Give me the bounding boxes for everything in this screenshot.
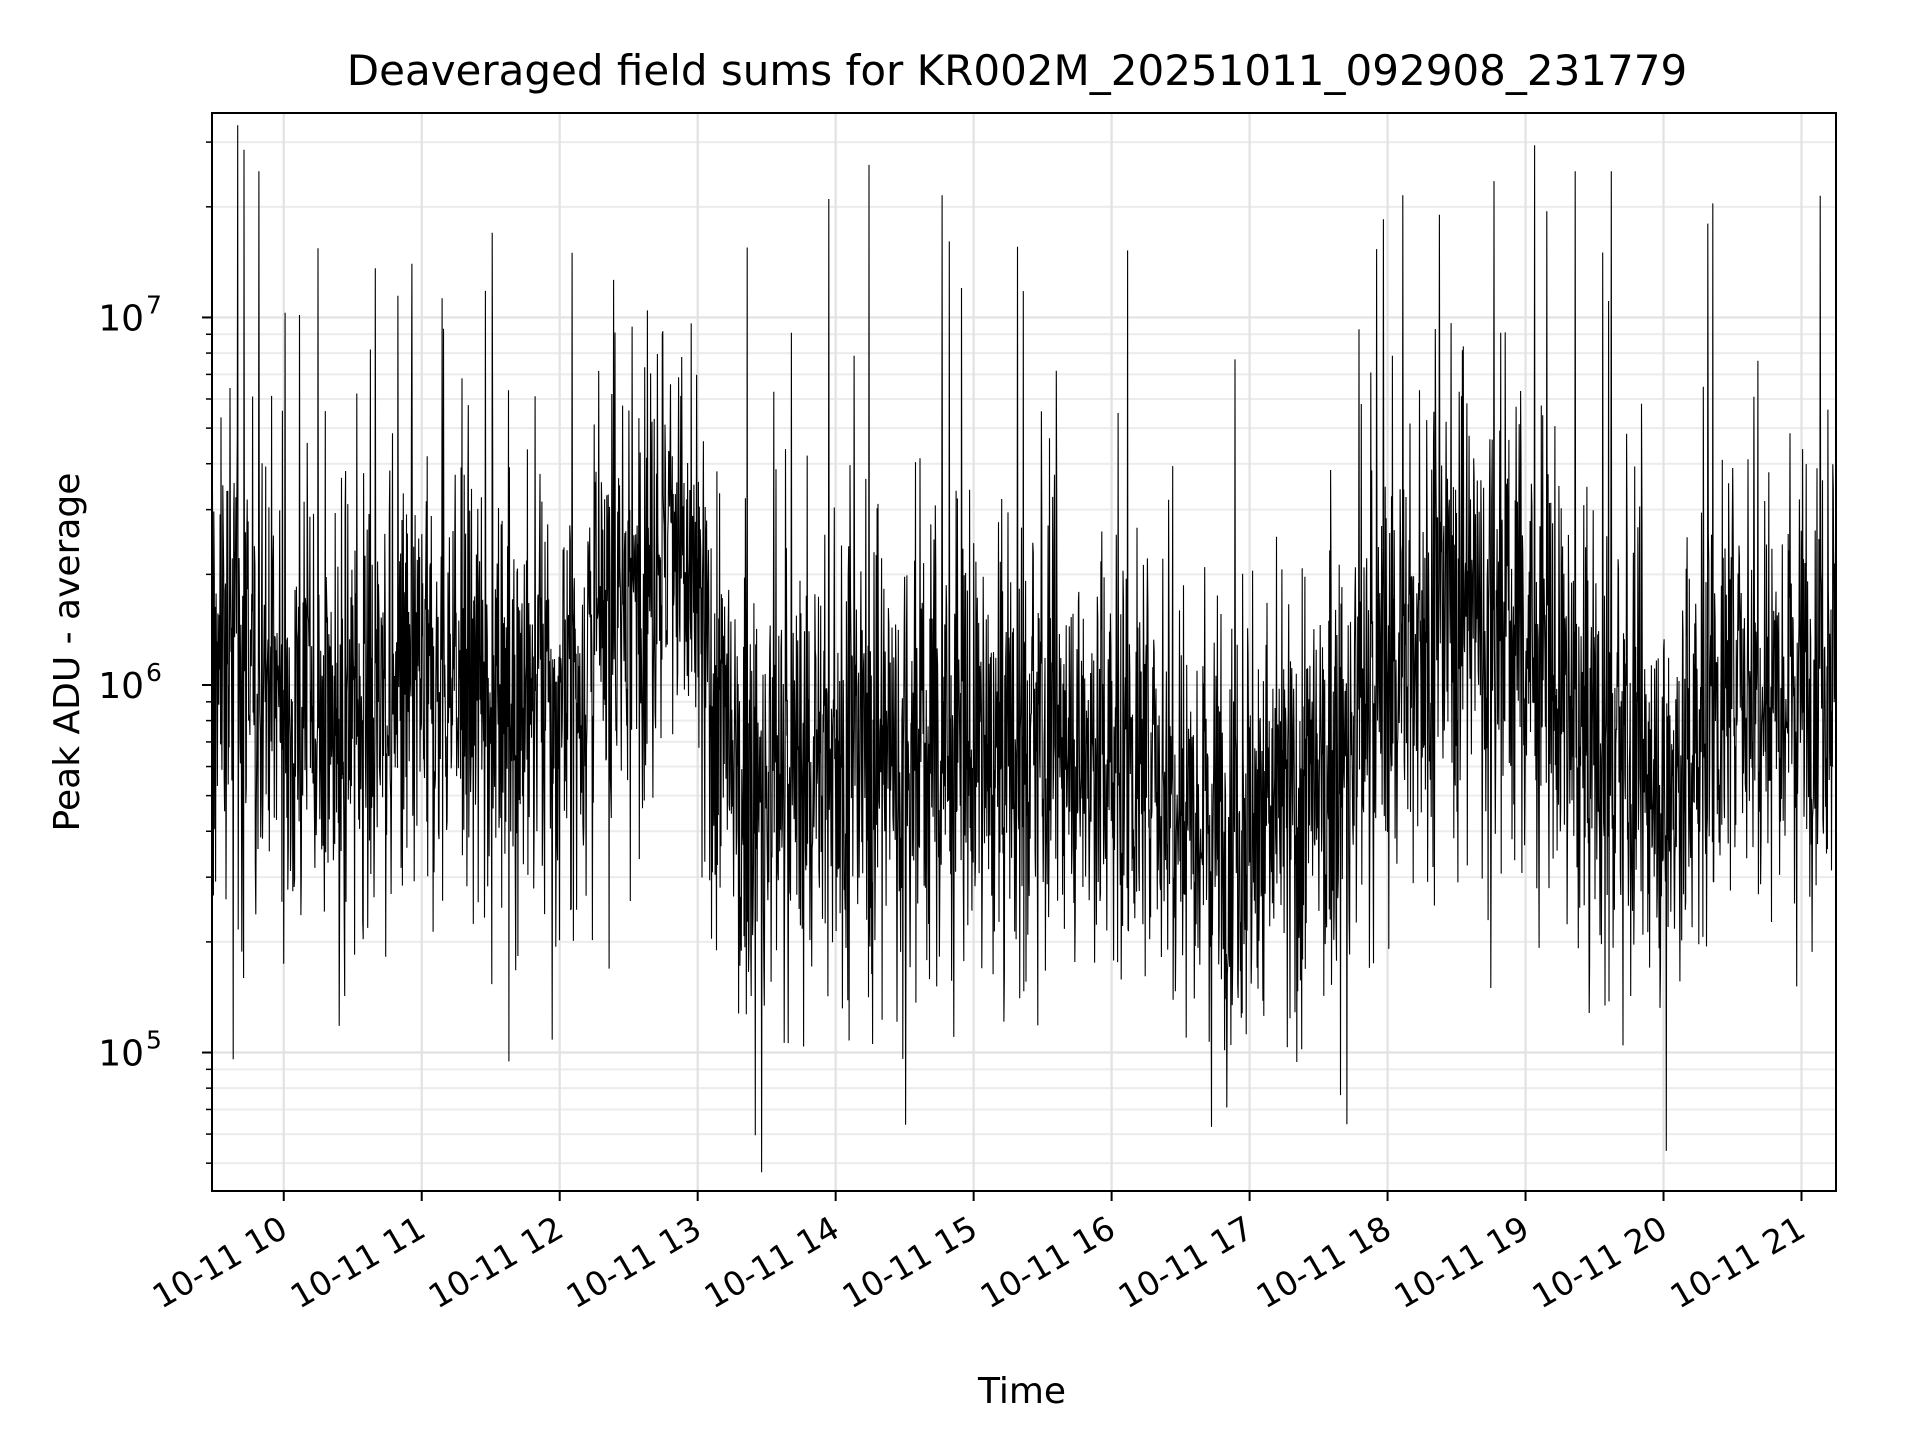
y-tick-label: 10 7 — [98, 290, 162, 339]
x-axis-label: Time — [977, 1371, 1066, 1412]
plot-frame — [211, 112, 1837, 1192]
series-path — [211, 125, 1837, 1173]
y-tick-label: 10 5 — [98, 1026, 162, 1075]
y-tick-exponent: 7 — [146, 290, 162, 319]
y-tick-label: 10 6 — [98, 658, 162, 707]
y-tick-base: 10 — [98, 666, 144, 707]
y-tick-exponent: 5 — [146, 1026, 162, 1055]
y-tick-base: 10 — [98, 1034, 144, 1075]
y-tick-base: 10 — [98, 298, 144, 339]
y-axis-label: Peak ADU - average — [47, 473, 88, 832]
series-line — [211, 125, 1837, 1173]
chart-title: Deaveraged field sums for KR002M_2025101… — [347, 46, 1687, 95]
y-tick-exponent: 6 — [146, 658, 162, 687]
